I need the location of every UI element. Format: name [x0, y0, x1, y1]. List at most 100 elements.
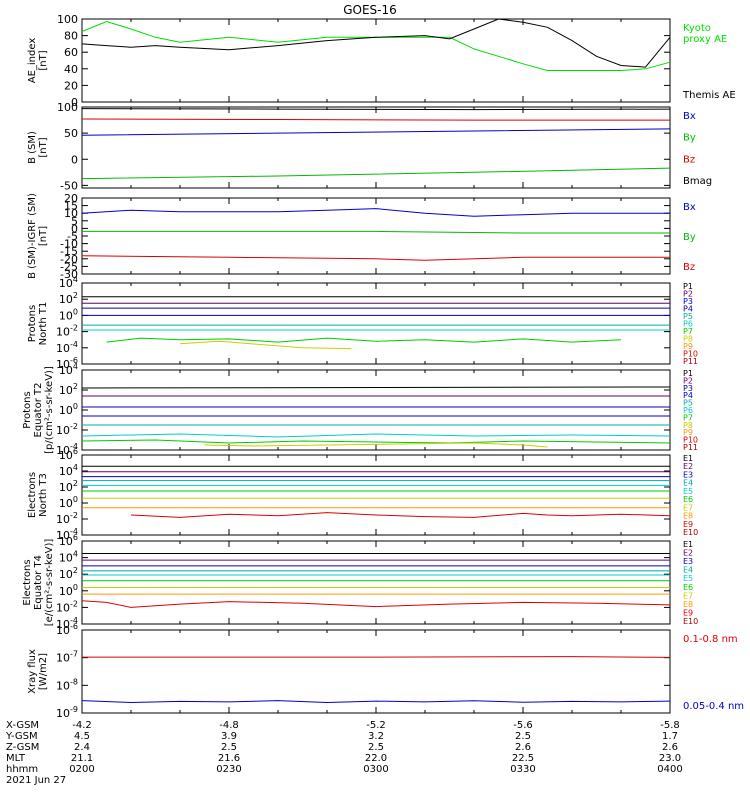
legend-entry: E6 — [683, 495, 693, 504]
y-axis-label: B (SM)-IGRF (SM) — [27, 193, 38, 279]
legend-entry: E10 — [683, 617, 698, 626]
x-row-label: Y-GSM — [5, 731, 38, 742]
legend-entry: Themis AE — [682, 90, 736, 101]
legend-entry: E10 — [683, 528, 698, 537]
legend-entry: P3 — [683, 384, 693, 393]
x-tick-value: -4.8 — [219, 720, 239, 731]
legend-entry: P2 — [683, 376, 693, 385]
y-axis-label: Equator T2 — [33, 383, 44, 438]
legend-entry: P8 — [683, 335, 693, 344]
legend-entry: Bmag — [683, 176, 712, 187]
y-axis-label: [nT] — [38, 50, 49, 70]
series-line-bx — [81, 208, 670, 217]
series-line-p7 — [106, 337, 622, 343]
legend-entry: E5 — [683, 487, 693, 496]
y-axis-label: [nT] — [38, 226, 49, 246]
x-row-label: X-GSM — [6, 720, 39, 731]
series-line-p1 — [81, 386, 671, 389]
y-tick-label: 50 — [64, 127, 78, 140]
x-tick-value: 22.5 — [512, 753, 534, 764]
legend-entry: E4 — [683, 566, 693, 575]
y-tick-label: -50 — [60, 179, 78, 192]
legend-entry: Bx — [683, 111, 696, 122]
x-tick-value: 2.6 — [662, 742, 678, 753]
y-tick-label: 15 — [64, 200, 78, 213]
x-tick-value: -5.6 — [513, 720, 533, 731]
legend-entry: P10 — [683, 436, 698, 445]
series-line-by — [81, 167, 671, 180]
legend-entry: P7 — [683, 327, 693, 336]
series-line-p8 — [179, 340, 352, 350]
legend-entry: E7 — [683, 591, 693, 600]
y-axis-label: Protons — [27, 305, 38, 342]
y-tick-label: -15 — [60, 245, 78, 258]
legend-entry: P9 — [683, 428, 693, 437]
series-line-bmag — [81, 108, 671, 111]
y-tick-label: 0 — [71, 153, 78, 166]
legend-entry: P11 — [683, 357, 698, 366]
legend-entry: proxy AE — [683, 34, 727, 45]
chart-title: GOES-16 — [343, 3, 397, 17]
series-line-bx — [81, 128, 671, 136]
series-line-bz — [81, 118, 670, 121]
legend-entry: P10 — [683, 350, 698, 359]
x-tick-value: 0400 — [657, 764, 682, 775]
y-axis-label: [e/(cm²-s-sr-keV)] — [44, 539, 55, 627]
legend-entry: P9 — [683, 342, 693, 351]
legend-entry: P4 — [683, 391, 693, 400]
legend-entry: P1 — [683, 282, 693, 291]
x-row-label: hhmm — [6, 764, 38, 775]
legend-entry: P1 — [683, 369, 693, 378]
y-axis-label: AE_index — [27, 38, 38, 84]
series-line-themis-ae — [81, 18, 671, 68]
x-tick-value: 0230 — [216, 764, 241, 775]
legend-entry: E8 — [683, 600, 693, 609]
legend-entry: E3 — [683, 557, 693, 566]
legend-entry: E6 — [683, 583, 693, 592]
legend-entry: E1 — [683, 454, 693, 463]
x-tick-value: 22.0 — [365, 753, 387, 764]
x-tick-value: 1.7 — [662, 731, 678, 742]
series-line-by — [82, 230, 670, 234]
y-tick-label: 100 — [57, 13, 78, 26]
legend-entry: P2 — [683, 290, 693, 299]
x-tick-value: 2.4 — [74, 742, 90, 753]
y-tick-label: -30 — [60, 268, 78, 281]
legend-entry: E8 — [683, 512, 693, 521]
y-axis-label: [W/m2] — [38, 653, 49, 690]
x-tick-value: 21.1 — [71, 753, 93, 764]
series-line-0-1-0-8-nm — [82, 656, 671, 658]
legend-entry: P11 — [683, 443, 698, 452]
legend-entry: E7 — [683, 503, 693, 512]
y-axis-label: Electrons — [22, 559, 33, 605]
y-axis-label: North T3 — [38, 473, 49, 517]
series-line-e9 — [130, 512, 671, 518]
series-line-p6 — [81, 433, 671, 438]
x-tick-value: -5.2 — [366, 720, 386, 731]
legend-entry: E9 — [683, 520, 693, 529]
legend-entry: E1 — [683, 540, 693, 549]
legend-entry: P5 — [683, 312, 693, 321]
legend-entry: E2 — [683, 549, 693, 558]
y-tick-label: 10 — [64, 207, 78, 220]
legend-entry: P7 — [683, 413, 693, 422]
y-tick-label: 5 — [71, 215, 78, 228]
y-axis-label: Equator T4 — [33, 555, 44, 610]
x-tick-value: 4.5 — [74, 731, 90, 742]
y-axis-label: B (SM) — [27, 131, 38, 164]
y-tick-label: 0 — [71, 96, 78, 109]
x-tick-value: 3.9 — [221, 731, 237, 742]
date-label: 2021 Jun 27 — [6, 775, 66, 786]
y-tick-label: 0 — [71, 222, 78, 235]
x-tick-value: 0300 — [363, 764, 388, 775]
legend-entry: By — [683, 232, 696, 243]
legend-entry: E4 — [683, 479, 693, 488]
legend-entry: P6 — [683, 320, 693, 329]
x-tick-value: 0200 — [69, 764, 94, 775]
series-line-p8 — [204, 442, 548, 448]
legend-entry: P6 — [683, 406, 693, 415]
series-line-p7 — [81, 439, 671, 444]
y-axis-label: [nT] — [38, 137, 49, 157]
